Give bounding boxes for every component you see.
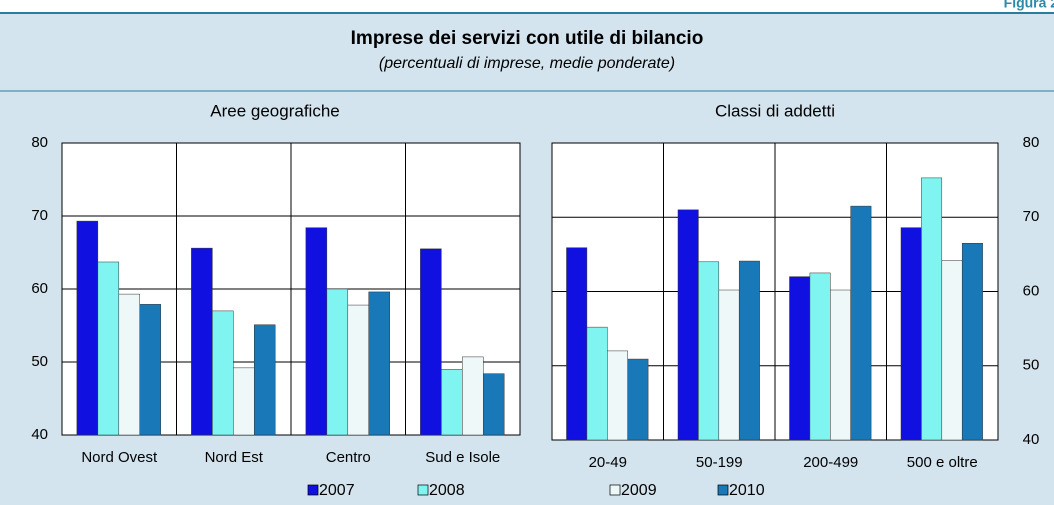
legend-label: 2010: [729, 482, 765, 499]
y-tick-label: 60: [1023, 282, 1040, 299]
x-tick-label: 200-499: [803, 454, 858, 471]
bar: 2008: [809, 272, 831, 441]
bar: 2010: [368, 291, 390, 436]
bar: 2009: [233, 367, 255, 436]
bar: 2007: [191, 247, 213, 436]
bar: 2009: [607, 350, 628, 441]
x-tick-label: Nord Est: [205, 449, 264, 466]
bar: 2007: [900, 227, 922, 441]
bar: 2008: [97, 261, 120, 436]
chart-title: Imprese dei servizi con utile di bilanci…: [351, 28, 704, 49]
x-tick-label: 20-49: [589, 454, 627, 471]
x-tick-label: Centro: [326, 449, 371, 466]
x-tick-label: 50-199: [696, 454, 743, 471]
x-tick-label: Nord Ovest: [81, 449, 158, 466]
bar: 2007: [566, 247, 588, 441]
y-tick-label: 50: [31, 353, 48, 370]
legend-label: 2008: [429, 482, 465, 499]
figure-label: Figura 2.: [1004, 0, 1054, 11]
bar: 2007: [305, 227, 328, 436]
bar: 2008: [212, 310, 234, 436]
bar: 2010: [850, 205, 872, 441]
bar: 2009: [118, 293, 140, 436]
bar: 2008: [586, 326, 608, 441]
y-tick-label: 60: [31, 280, 48, 297]
legend-label: 2009: [621, 482, 657, 499]
bar: 2007: [420, 248, 442, 436]
bar: 2009: [718, 289, 740, 441]
legend-label: 2007: [319, 482, 355, 499]
y-tick-label: 80: [31, 134, 48, 151]
bar: 2008: [698, 261, 720, 441]
bar: 2010: [253, 324, 276, 436]
y-tick-label: 40: [1023, 431, 1040, 448]
bar: 2010: [482, 373, 505, 436]
bar: 2010: [961, 242, 983, 441]
bar: 2010: [738, 260, 760, 441]
bar: 2008: [441, 369, 463, 436]
y-tick-label: 80: [1023, 134, 1040, 151]
legend-swatch: [417, 484, 429, 496]
bar: 2010: [627, 358, 649, 441]
legend-swatch: [609, 484, 621, 496]
legend-swatch: [717, 484, 729, 496]
x-tick-label: Sud e Isole: [425, 449, 500, 466]
bar: 2008: [921, 177, 943, 441]
bar: 2009: [830, 289, 851, 441]
bar: 2007: [76, 220, 99, 436]
y-tick-label: 50: [1023, 357, 1040, 374]
legend-swatch: [307, 484, 319, 496]
panel-title: Classi di addetti: [715, 101, 835, 120]
y-tick-label: 70: [1023, 208, 1040, 225]
bar: 2007: [789, 276, 811, 441]
bar: 2009: [462, 356, 484, 436]
chart-subtitle: (percentuali di imprese, medie ponderate…: [379, 55, 675, 72]
panel-title: Aree geografiche: [210, 101, 339, 120]
x-tick-label: 500 e oltre: [907, 454, 978, 471]
bar: 2007: [677, 209, 699, 441]
y-tick-label: 40: [31, 426, 48, 443]
bar: 2008: [326, 288, 349, 436]
y-tick-label: 70: [31, 207, 48, 224]
bar: 2010: [139, 304, 161, 436]
bar: 2009: [347, 304, 369, 436]
bar: 2009: [941, 260, 963, 441]
